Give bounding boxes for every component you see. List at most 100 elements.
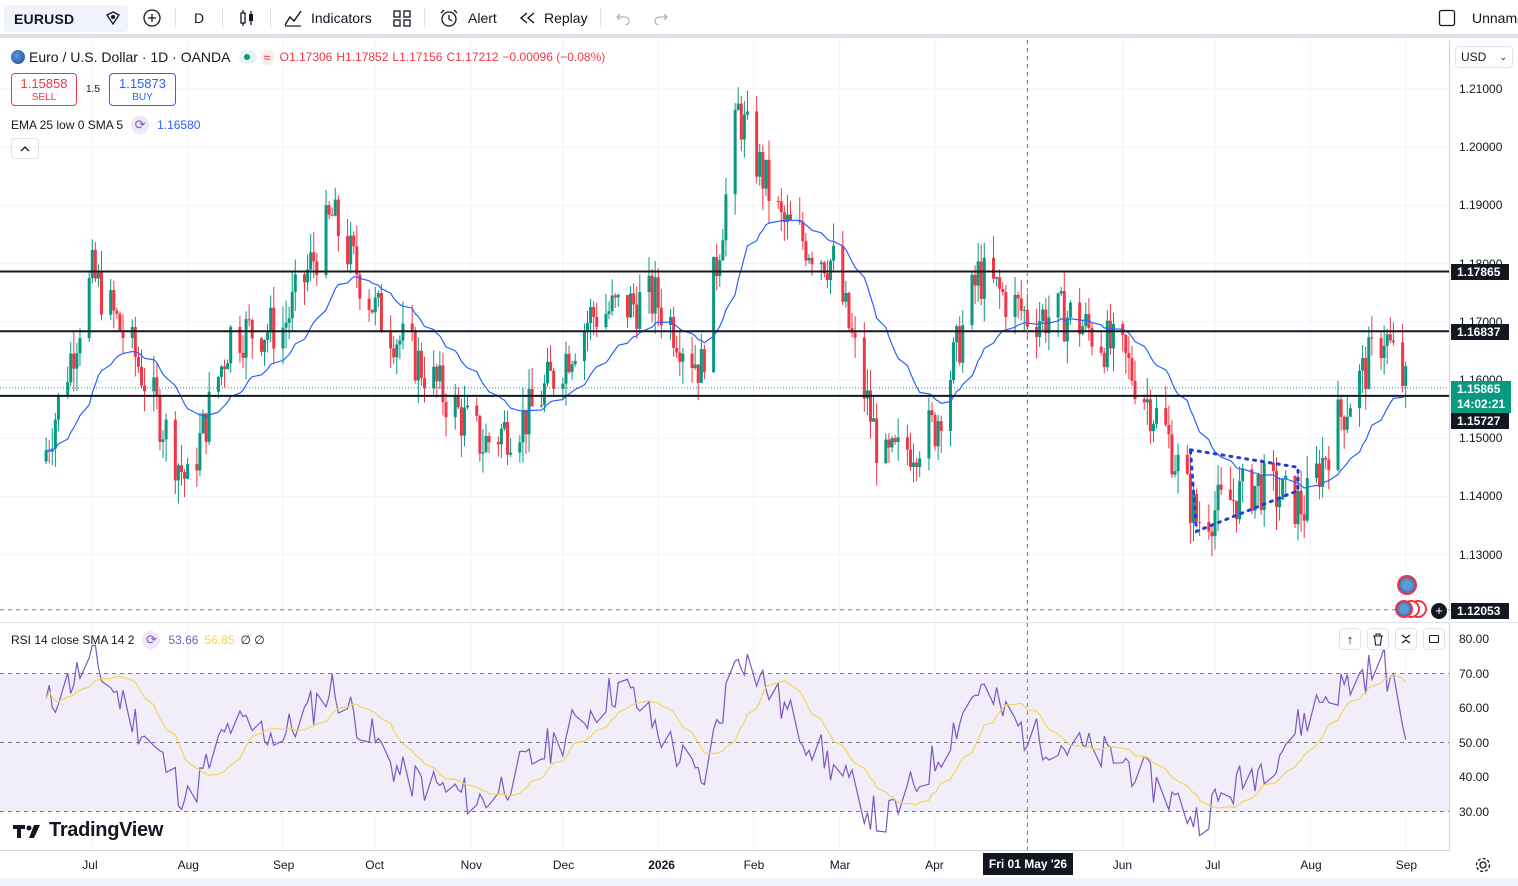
chart-type-icon[interactable] xyxy=(238,0,256,36)
layout-checkbox[interactable] xyxy=(1438,0,1456,36)
candle-body xyxy=(1324,457,1328,460)
templates-icon[interactable] xyxy=(392,0,412,36)
event-marker[interactable] xyxy=(1395,600,1429,619)
candle-body xyxy=(453,396,457,418)
candle-body xyxy=(939,421,943,431)
candle-body xyxy=(1173,471,1177,475)
candle-body xyxy=(912,462,916,467)
candle-body xyxy=(1102,352,1106,368)
indicators-button[interactable]: Indicators xyxy=(283,0,372,36)
undo-icon[interactable] xyxy=(615,0,631,36)
candle-body xyxy=(90,249,94,278)
event-marker[interactable] xyxy=(1397,575,1417,595)
candle-body xyxy=(432,366,436,389)
replay-button[interactable]: Replay xyxy=(518,0,588,36)
candle-body xyxy=(1099,346,1103,353)
candle-body xyxy=(1130,358,1134,381)
add-alert-plus-icon[interactable]: + xyxy=(1431,603,1447,619)
collapse-legend-button[interactable] xyxy=(11,138,39,159)
candle-body xyxy=(121,330,125,339)
gear-icon[interactable] xyxy=(1474,856,1492,874)
candle-body xyxy=(653,277,657,314)
rsi-pane[interactable] xyxy=(0,622,1450,850)
rsi-chart[interactable] xyxy=(0,623,1450,850)
rsi-legend[interactable]: RSI 14 close SMA 14 2 ⟳ 53.66 56.85 ∅ ∅ xyxy=(11,631,265,649)
tradingview-logo[interactable]: TradingView xyxy=(13,819,163,842)
candle-body xyxy=(1044,309,1048,334)
candle-body xyxy=(715,256,719,276)
tradingview-logo-icon xyxy=(13,824,40,838)
rsi-sma-line xyxy=(45,674,1407,809)
ema-value: 1.16580 xyxy=(157,118,201,132)
trash-icon xyxy=(1373,632,1383,646)
symbol-title[interactable]: Euro / U.S. Dollar · 1D · OANDA xyxy=(29,49,231,65)
delete-pane-button[interactable] xyxy=(1367,628,1389,650)
time-tick-label: 2026 xyxy=(648,858,675,872)
candle-body xyxy=(724,194,728,241)
candle-body xyxy=(410,323,414,332)
candle-body xyxy=(832,245,836,261)
currency-select[interactable]: USD ⌄ xyxy=(1455,46,1513,68)
candle-body xyxy=(1370,337,1374,339)
symbol-search-box[interactable] xyxy=(4,5,128,32)
chart-legend: Euro / U.S. Dollar · 1D · OANDA ≈ O1.173… xyxy=(11,49,609,65)
main-chart-pane[interactable] xyxy=(0,40,1450,620)
move-pane-up-button[interactable]: ↑ xyxy=(1339,628,1361,650)
candle-body xyxy=(807,257,811,261)
time-axis[interactable]: Jul Aug Sep Oct Nov Dec 2026 Feb Mar Apr Jun Jul Aug… xyxy=(0,850,1450,878)
ema-legend[interactable]: EMA 25 low 0 SMA 5 ⟳ 1.16580 xyxy=(11,116,200,134)
candle-body xyxy=(613,295,617,298)
candle-body xyxy=(539,405,543,407)
candle-body xyxy=(1259,474,1263,511)
candle-body xyxy=(1124,334,1128,354)
candle-body xyxy=(207,391,211,442)
maximize-pane-button[interactable] xyxy=(1423,628,1445,650)
rsi-tick-label: 40.00 xyxy=(1459,770,1490,784)
candle-body xyxy=(696,364,700,383)
interval-button[interactable]: D xyxy=(194,0,204,36)
candle-body xyxy=(247,319,251,321)
candle-body xyxy=(521,409,525,443)
compare-symbol-icon[interactable] xyxy=(142,0,162,36)
candle-body xyxy=(841,245,845,302)
candle-body xyxy=(819,262,823,265)
indicators-label: Indicators xyxy=(311,10,372,26)
maximize-icon xyxy=(1428,634,1440,644)
market-open-dot xyxy=(238,50,257,64)
open-value: O1.17306 xyxy=(279,50,333,64)
candle-body xyxy=(130,327,134,339)
close-value: C1.17212 xyxy=(446,50,499,64)
sync-icon[interactable]: ⟳ xyxy=(142,631,161,649)
layout-name[interactable]: Unname xyxy=(1472,10,1518,26)
candle-body xyxy=(1090,328,1094,347)
candle-body xyxy=(158,396,162,442)
candle-body xyxy=(1038,321,1042,337)
interval-label: D xyxy=(194,10,205,26)
candle-body xyxy=(629,293,633,318)
symbol-details-icon[interactable] xyxy=(104,0,122,36)
candle-body xyxy=(484,436,488,453)
price-chart[interactable] xyxy=(0,40,1450,620)
candle-body xyxy=(1167,424,1171,435)
candle-body xyxy=(1388,334,1392,341)
candle-body xyxy=(422,378,426,389)
price-axis[interactable]: USD ⌄ 1.210001.200001.190001.180001.1700… xyxy=(1451,40,1518,620)
candle-body xyxy=(1321,457,1325,487)
sync-icon[interactable]: ⟳ xyxy=(131,116,150,134)
candle-body xyxy=(1379,338,1383,358)
buy-button[interactable]: 1.15873 BUY xyxy=(109,73,176,106)
candle-body xyxy=(681,353,685,362)
candle-body xyxy=(1219,484,1223,490)
alert-button[interactable]: Alert xyxy=(438,0,497,36)
candle-body xyxy=(659,307,663,326)
price-tick-label: 1.14000 xyxy=(1459,489,1503,504)
redo-icon[interactable] xyxy=(653,0,669,36)
symbol-name: EURUSD xyxy=(14,11,75,27)
brand-name: TradingView xyxy=(49,819,164,841)
sell-button[interactable]: 1.15858 SELL xyxy=(11,73,77,106)
candle-body xyxy=(647,275,651,293)
rsi-axis[interactable]: 80.00 70.00 60.00 50.00 40.00 30.00 xyxy=(1451,622,1518,850)
candle-body xyxy=(1256,474,1260,486)
collapse-pane-button[interactable] xyxy=(1395,628,1417,650)
ema-label: EMA 25 low 0 SMA 5 xyxy=(11,118,124,132)
